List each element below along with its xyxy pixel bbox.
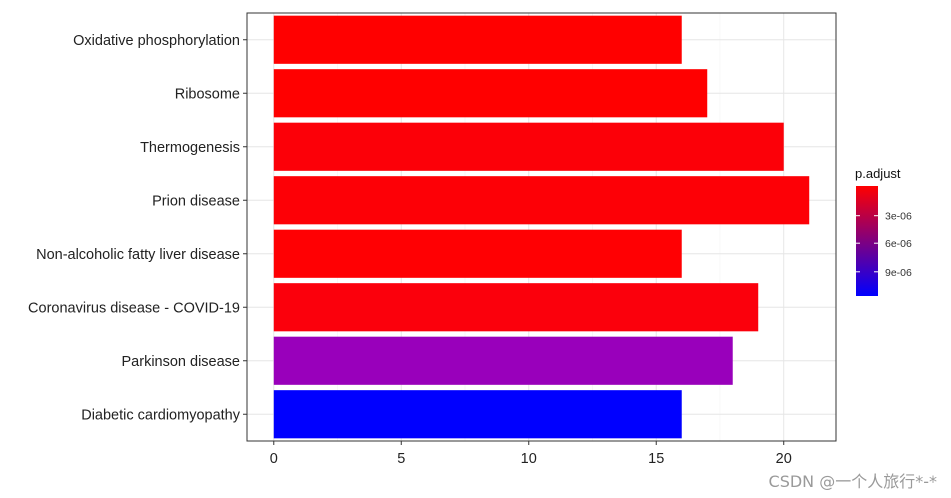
x-tick-label: 20 [776, 451, 792, 467]
bar [273, 122, 784, 171]
bars [273, 15, 810, 439]
category-label: Non-alcoholic fatty liver disease [36, 247, 240, 263]
legend-tick-label: 3e-06 [885, 211, 912, 223]
legend: p.adjust 3e-06 6e-06 9e-06 [855, 166, 912, 296]
legend-title: p.adjust [855, 166, 901, 181]
x-axis-ticks: 0 5 10 15 20 [270, 441, 792, 467]
category-labels: Oxidative phosphorylation Ribosome Thermog… [28, 33, 247, 423]
watermark: CSDN @一个人旅行*-* [768, 472, 937, 491]
plot-panel-border [246, 12, 837, 442]
bar [273, 69, 708, 118]
bar [273, 283, 759, 332]
bar [273, 176, 810, 225]
category-label: Ribosome [175, 86, 240, 102]
bar [273, 390, 682, 439]
legend-tick-label: 9e-06 [885, 267, 912, 279]
category-label: Thermogenesis [140, 140, 240, 156]
category-label: Oxidative phosphorylation [73, 33, 240, 49]
x-tick-label: 5 [397, 451, 405, 467]
category-label: Coronavirus disease - COVID-19 [28, 300, 240, 316]
legend-tick-label: 6e-06 [885, 238, 912, 250]
bar [273, 336, 733, 385]
bar [273, 229, 682, 278]
x-tick-label: 15 [648, 451, 664, 467]
category-label: Parkinson disease [122, 354, 241, 370]
legend-colorbar [856, 186, 878, 296]
category-label: Diabetic cardiomyopathy [81, 407, 241, 423]
x-tick-label: 10 [521, 451, 537, 467]
category-label: Prion disease [152, 193, 240, 209]
bar [273, 15, 682, 64]
x-tick-label: 0 [270, 451, 278, 467]
